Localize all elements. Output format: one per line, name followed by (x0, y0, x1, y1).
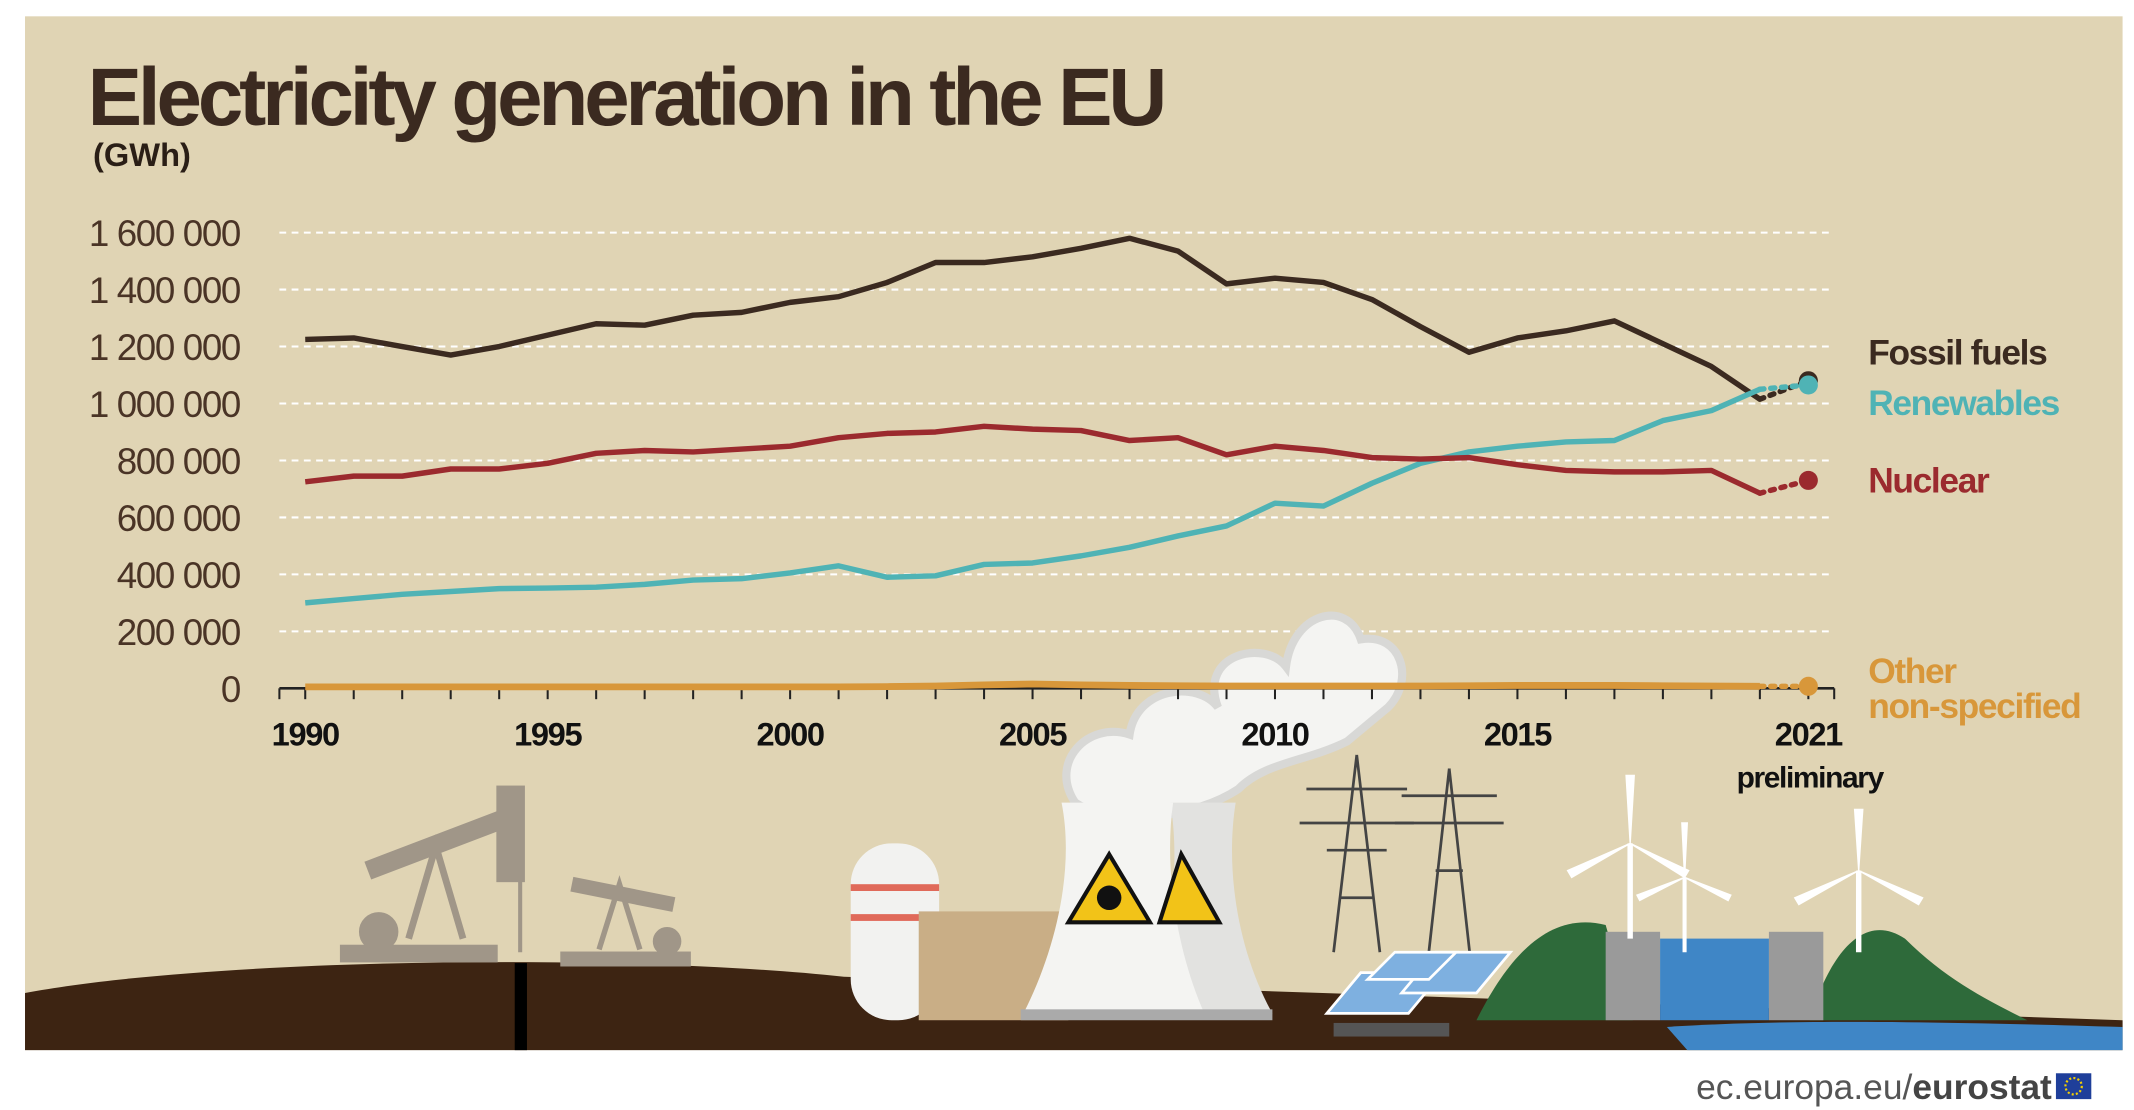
x-axis-ticks: 1990 1995 2000 2005 2010 2015 2021 (272, 688, 1845, 752)
y-tick-label: 200 000 (117, 612, 240, 653)
solar-panel-icon (1323, 950, 1514, 1037)
y-tick-label: 1 200 000 (89, 327, 240, 368)
y-tick-label: 1 600 000 (89, 213, 240, 254)
steam-cloud-icon (1062, 611, 1407, 822)
y-tick-label: 1 000 000 (89, 384, 240, 425)
power-pylon-icon (1299, 754, 1504, 953)
data-point-renewables (1798, 375, 1818, 395)
y-axis-ticks: 0 200 000 400 000 600 000 800 000 1 000 000 1 … (89, 213, 241, 710)
gridlines (279, 231, 1835, 633)
legend-label-renewables: Renewables (1868, 384, 2059, 423)
y-tick-label: 0 (221, 669, 240, 710)
legend-label-nuclear: Nuclear (1868, 461, 1990, 500)
y-tick-label: 400 000 (117, 555, 240, 596)
data-point-nuclear (1798, 470, 1818, 490)
series-lines (304, 235, 1818, 696)
oil-well-pipe (514, 963, 527, 1051)
legend-label-other-non-specified: non-specified (1868, 687, 2080, 726)
radiation-warning-icon (1064, 849, 1223, 925)
illustration (25, 611, 2123, 1051)
hill (1809, 930, 2028, 1021)
y-tick-label: 1 400 000 (89, 270, 240, 311)
x-tick-label: 1995 (514, 715, 582, 752)
series-line-other-non-specified (305, 680, 1760, 691)
wind-turbine-icon (1566, 774, 1924, 953)
x-tick-label: 2010 (1241, 715, 1308, 752)
legend-label-fossil-fuels: Fossil fuels (1868, 334, 2047, 373)
legend-label-other-non-specified: Other (1868, 652, 1957, 691)
preliminary-segment-renewables (1757, 382, 1812, 392)
y-tick-label: 800 000 (117, 441, 240, 482)
source-url-prefix: ec.europa.eu/ (1696, 1068, 1912, 1107)
preliminary-annotation: preliminary (1737, 762, 1885, 795)
svg-text:ec.europa.eu/eurostat: ec.europa.eu/eurostat (1696, 1068, 2052, 1107)
x-tick-label: 1990 (272, 715, 339, 752)
x-tick-label: 2005 (999, 715, 1067, 752)
hill (1476, 922, 1633, 1021)
x-tick-label: 2021 (1775, 715, 1843, 752)
chart-title: Electricity generation in the EU (88, 52, 1164, 143)
oil-pumpjack-icon (339, 785, 691, 967)
x-tick-label: 2000 (757, 715, 824, 752)
unit-label: (GWh) (93, 136, 191, 173)
x-tick-label: 2015 (1484, 715, 1552, 752)
nuclear-plant-icon (850, 802, 1273, 1021)
legend: Fossil fuels Renewables Nuclear Othernon-sp… (1868, 334, 2082, 727)
y-tick-label: 600 000 (117, 498, 240, 539)
source-brand: eurostat (1912, 1068, 2052, 1107)
source-footer: ec.europa.eu/eurostat (1696, 1068, 2092, 1107)
hydro-dam-icon (1605, 931, 2123, 1051)
data-point-other-non-specified (1798, 676, 1818, 696)
